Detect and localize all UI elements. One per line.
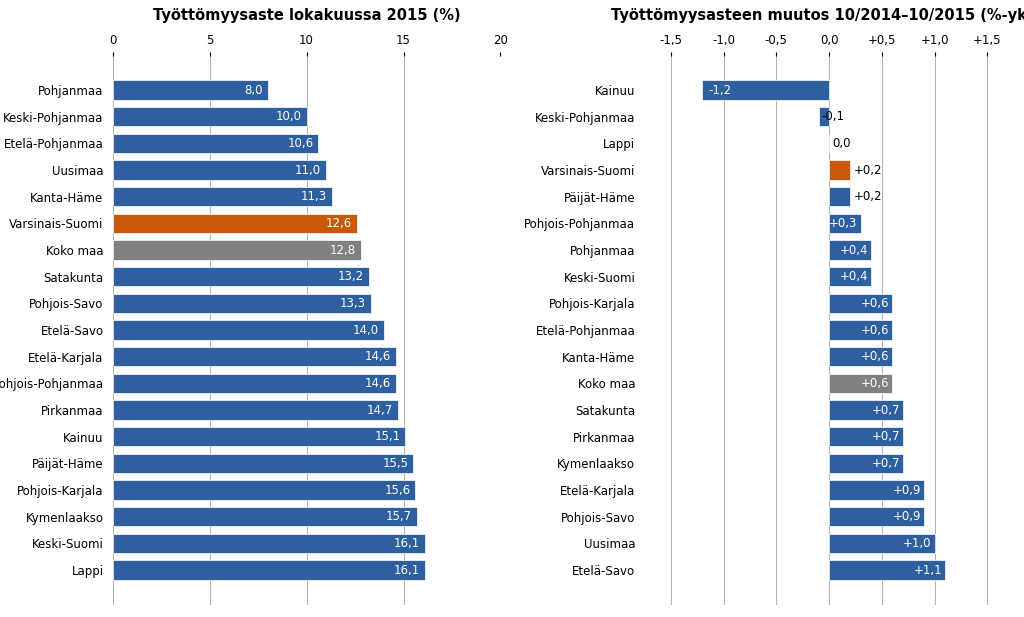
Bar [829, 507, 924, 526]
Text: 11,0: 11,0 [295, 164, 322, 176]
Bar [829, 400, 903, 420]
Text: +1,0: +1,0 [903, 537, 932, 550]
Bar [829, 481, 924, 500]
Bar [113, 134, 318, 153]
Text: +0,4: +0,4 [840, 244, 868, 257]
Bar [702, 80, 829, 100]
Bar [829, 320, 892, 340]
Text: 14,6: 14,6 [365, 377, 391, 390]
Text: +0,7: +0,7 [871, 430, 900, 443]
Text: +0,7: +0,7 [871, 457, 900, 470]
Title: Työttömyysasteen muutos 10/2014–10/2015 (%-yks.): Työttömyysasteen muutos 10/2014–10/2015 … [610, 7, 1024, 23]
Text: +0,6: +0,6 [861, 323, 889, 337]
Text: 0,0: 0,0 [833, 137, 851, 150]
Text: 11,3: 11,3 [301, 190, 327, 203]
Bar [829, 214, 861, 233]
Text: 13,2: 13,2 [338, 270, 364, 283]
Text: +0,2: +0,2 [853, 190, 882, 203]
Text: +0,9: +0,9 [892, 484, 921, 497]
Bar [113, 454, 414, 473]
Text: +1,1: +1,1 [913, 563, 942, 577]
Bar [113, 267, 369, 286]
Text: +0,6: +0,6 [861, 350, 889, 363]
Text: 16,1: 16,1 [394, 563, 420, 577]
Bar [113, 560, 425, 580]
Bar [829, 187, 850, 206]
Text: +0,9: +0,9 [892, 510, 921, 523]
Text: 8,0: 8,0 [245, 83, 263, 97]
Bar [113, 507, 417, 526]
Text: 14,0: 14,0 [353, 323, 379, 337]
Bar [829, 241, 871, 260]
Text: +0,7: +0,7 [871, 404, 900, 416]
Bar [113, 241, 360, 260]
Text: +0,6: +0,6 [861, 297, 889, 310]
Text: 12,6: 12,6 [326, 217, 352, 230]
Text: 15,6: 15,6 [384, 484, 411, 497]
Text: 10,6: 10,6 [287, 137, 313, 150]
Title: Työttömyysaste lokakuussa 2015 (%): Työttömyysaste lokakuussa 2015 (%) [153, 7, 461, 23]
Bar [113, 107, 306, 126]
Bar [113, 427, 406, 446]
Text: -1,2: -1,2 [709, 83, 732, 97]
Bar [818, 107, 829, 126]
Bar [829, 160, 850, 180]
Text: 12,8: 12,8 [330, 244, 356, 257]
Bar [113, 214, 357, 233]
Bar [829, 267, 871, 286]
Bar [829, 294, 892, 313]
Text: -0,1: -0,1 [821, 110, 845, 123]
Bar [113, 400, 397, 420]
Bar [829, 560, 945, 580]
Text: 14,6: 14,6 [365, 350, 391, 363]
Bar [113, 160, 326, 180]
Text: +0,2: +0,2 [853, 164, 882, 176]
Bar [113, 347, 395, 366]
Text: 15,1: 15,1 [375, 430, 400, 443]
Bar [829, 454, 903, 473]
Bar [829, 427, 903, 446]
Text: 15,7: 15,7 [386, 510, 413, 523]
Text: +0,4: +0,4 [840, 270, 868, 283]
Bar [113, 374, 395, 393]
Text: 14,7: 14,7 [367, 404, 393, 416]
Text: 16,1: 16,1 [394, 537, 420, 550]
Bar [113, 294, 371, 313]
Bar [113, 80, 268, 100]
Bar [829, 374, 892, 393]
Text: +0,3: +0,3 [829, 217, 857, 230]
Text: 13,3: 13,3 [340, 297, 366, 310]
Bar [113, 187, 332, 206]
Bar [113, 534, 425, 553]
Bar [829, 534, 935, 553]
Bar [113, 320, 384, 340]
Text: 10,0: 10,0 [275, 110, 302, 123]
Text: +0,6: +0,6 [861, 377, 889, 390]
Bar [829, 347, 892, 366]
Text: 15,5: 15,5 [382, 457, 409, 470]
Bar [113, 481, 415, 500]
